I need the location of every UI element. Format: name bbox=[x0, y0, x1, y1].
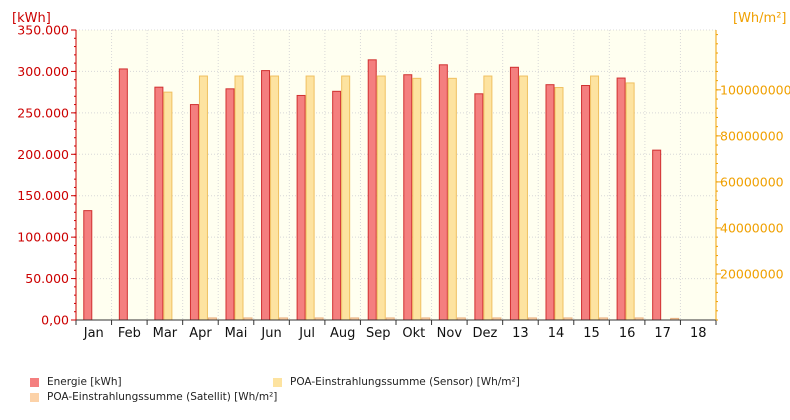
bar-energie-Apr bbox=[189, 104, 199, 321]
bar-sensor-Sep bbox=[376, 75, 386, 321]
x-tick-label: Aug bbox=[330, 326, 355, 341]
x-tick-label: Jun bbox=[260, 326, 281, 341]
bar-energie-15 bbox=[581, 85, 591, 321]
bar-sensor-Apr bbox=[198, 75, 208, 321]
legend-label-satellit: POA-Einstrahlungssumme (Satellit) [Wh/m²… bbox=[47, 391, 278, 403]
right-tick-label: 100000000 bbox=[720, 82, 790, 97]
legend-swatch-sensor bbox=[273, 377, 282, 387]
right-tick-label: 40000000 bbox=[720, 220, 784, 235]
bar-energie-Jun bbox=[261, 70, 271, 321]
bar-energie-Mar bbox=[154, 86, 164, 321]
x-tick-label: 15 bbox=[583, 326, 600, 341]
bar-sensor-15 bbox=[590, 75, 600, 321]
x-tick-label: Okt bbox=[402, 326, 425, 341]
right-tick-label: 60000000 bbox=[720, 174, 784, 189]
bar-energie-Dez bbox=[474, 93, 484, 321]
bar-sensor-16 bbox=[625, 82, 635, 321]
bar-energie-Jul bbox=[296, 94, 306, 321]
right-axis: 20000000 40000000 60000000 80000000 10000000… bbox=[716, 34, 790, 321]
legend-item-energie: Energie [kWh] bbox=[30, 376, 122, 388]
left-tick-label: 300.000 bbox=[17, 64, 69, 79]
right-tick-label: 80000000 bbox=[720, 128, 784, 143]
x-axis-tick-labels: Jan Feb Mar Apr Mai Jun Jul Aug Sep Okt Nov Dez 13 14… bbox=[75, 320, 717, 341]
left-tick-label: 250.000 bbox=[17, 105, 69, 120]
bar-energie-Okt bbox=[403, 74, 413, 321]
x-tick-label: 17 bbox=[654, 326, 671, 341]
x-tick-label: Apr bbox=[189, 326, 212, 341]
bar-sensor-Okt bbox=[412, 77, 422, 321]
bar-energie-16 bbox=[616, 77, 626, 321]
gridlines bbox=[75, 29, 717, 320]
x-tick-label: Sep bbox=[366, 326, 391, 341]
left-axis-unit-label: [kWh] bbox=[12, 11, 51, 26]
left-tick-label: 50.000 bbox=[25, 271, 69, 286]
bar-sensor-14 bbox=[554, 87, 564, 321]
left-axis: 0,00 50.000 100.000 150.000 200.000 250.000 30… bbox=[17, 23, 76, 328]
legend-label-energie: Energie [kWh] bbox=[47, 376, 122, 388]
x-tick-label: 16 bbox=[619, 326, 636, 341]
x-tick-label: 18 bbox=[690, 326, 707, 341]
x-tick-label: Dez bbox=[472, 326, 497, 341]
x-tick-label: Nov bbox=[437, 326, 463, 341]
left-tick-label: 200.000 bbox=[17, 147, 69, 162]
bar-sensor-Mai bbox=[234, 75, 244, 321]
bar-sensor-13 bbox=[518, 75, 528, 321]
x-tick-label: Jul bbox=[298, 326, 315, 341]
legend-swatch-energie bbox=[30, 377, 39, 387]
legend-swatch-satellit bbox=[30, 392, 39, 402]
bar-energie-Aug bbox=[332, 90, 342, 321]
bar-sensor-Dez bbox=[483, 75, 493, 321]
bar-sensor-Aug bbox=[341, 75, 351, 321]
legend-item-satellit: POA-Einstrahlungssumme (Satellit) [Wh/m²… bbox=[30, 391, 277, 403]
bar-series bbox=[83, 59, 680, 321]
legend-item-sensor: POA-Einstrahlungssumme (Sensor) [Wh/m²] bbox=[273, 376, 520, 388]
left-tick-label: 100.000 bbox=[17, 230, 69, 245]
right-tick-label: 20000000 bbox=[720, 266, 784, 281]
bar-energie-Mai bbox=[225, 88, 235, 321]
bar-energie-Sep bbox=[367, 59, 377, 321]
left-tick-label: 150.000 bbox=[17, 188, 69, 203]
legend-label-sensor: POA-Einstrahlungssumme (Sensor) [Wh/m²] bbox=[290, 376, 520, 388]
right-axis-unit-label: [Wh/m²] bbox=[733, 11, 787, 26]
bar-sensor-Nov bbox=[447, 77, 457, 321]
x-tick-label: 14 bbox=[548, 326, 565, 341]
left-tick-label: 0,00 bbox=[41, 313, 69, 328]
bar-energie-14 bbox=[545, 84, 555, 321]
bar-sensor-Jul bbox=[305, 75, 315, 321]
bar-energie-13 bbox=[509, 66, 519, 321]
x-tick-label: Mai bbox=[225, 326, 248, 341]
left-tick-label: 350.000 bbox=[17, 23, 69, 38]
bar-energie-17 bbox=[652, 149, 662, 321]
bar-energie-Feb bbox=[118, 68, 128, 321]
x-tick-label: Mar bbox=[153, 326, 178, 341]
x-tick-label: Feb bbox=[118, 326, 141, 341]
x-tick-label: 13 bbox=[512, 326, 529, 341]
bar-sensor-Mar bbox=[163, 91, 173, 321]
bar-sensor-Jun bbox=[270, 75, 280, 321]
bar-energie-Jan bbox=[83, 210, 93, 321]
x-tick-label: Jan bbox=[83, 326, 104, 341]
bar-energie-Nov bbox=[438, 64, 448, 321]
